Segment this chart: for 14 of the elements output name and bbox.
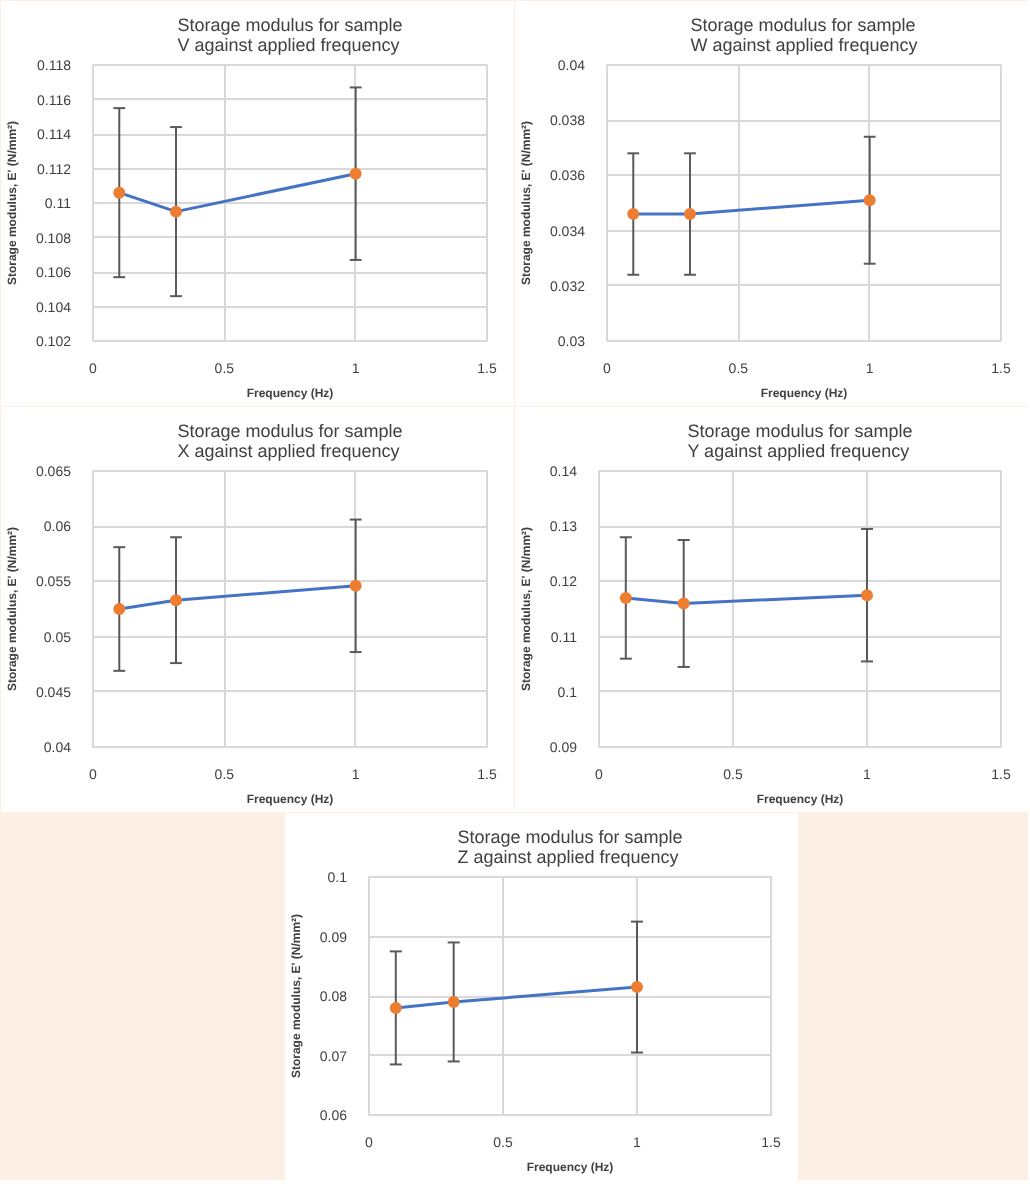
- point: [349, 579, 362, 592]
- point: [113, 603, 126, 615]
- chart-title: Storage modulus for sample X against applied frequency: [177, 421, 403, 461]
- point: [170, 205, 182, 218]
- point: [349, 167, 362, 180]
- chart-title: Storage modulus for sample Y against applied frequency: [687, 421, 913, 461]
- point: [447, 995, 460, 1008]
- point: [389, 1001, 402, 1014]
- point: [170, 594, 182, 607]
- point: [631, 981, 643, 994]
- point: [113, 186, 126, 199]
- chart-title: Storage modulus for sample W against applied frequency: [690, 15, 919, 55]
- chart-title: Storage modulus for sample Z against applied frequency: [457, 827, 683, 867]
- chart-title: Storage modulus for sample V against applied frequency: [177, 15, 403, 55]
